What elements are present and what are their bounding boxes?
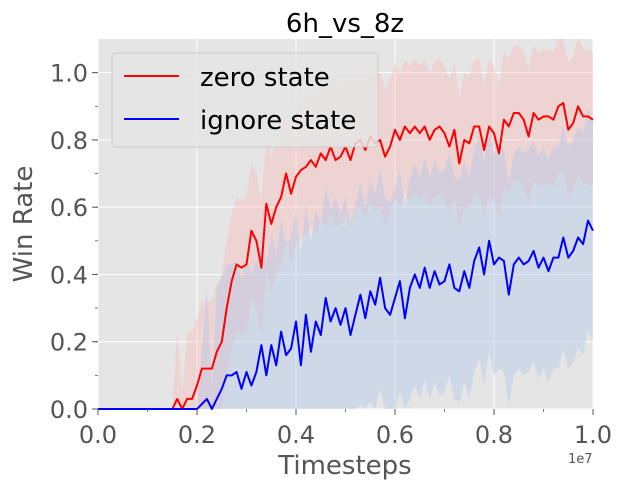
legend-label-ignore-state: ignore state (200, 106, 356, 136)
x-tick-label: 1.0 (574, 421, 612, 449)
y-tick-label: 0.6 (50, 194, 88, 222)
x-tick-label: 0.8 (475, 421, 513, 449)
y-tick-label: 1.0 (50, 60, 88, 88)
y-tick-label: 0.8 (50, 127, 88, 155)
x-tick-label: 0.4 (277, 421, 315, 449)
y-tick-label: 0.4 (50, 261, 88, 289)
y-axis: 0.0 0.2 0.4 0.6 0.8 1.0 (50, 60, 98, 424)
y-tick-label: 0.2 (50, 329, 88, 357)
x-tick-label: 0.6 (376, 421, 414, 449)
series-line-ignore-state (98, 219, 594, 410)
x-axis: 0.0 0.2 0.4 0.6 0.8 1.0 (79, 409, 612, 449)
band-ignore-state (98, 109, 593, 409)
chart-title: 6h_vs_8z (286, 9, 404, 39)
x-tick-label: 0.0 (79, 421, 117, 449)
y-tick-label: 0.0 (50, 396, 88, 424)
legend-label-zero-state: zero state (200, 63, 330, 93)
legend: zero state ignore state (111, 52, 379, 148)
band-zero-state (98, 39, 593, 409)
x-tick-label: 0.2 (178, 421, 216, 449)
uncertainty-bands (98, 39, 593, 409)
y-axis-label: Win Rate (9, 166, 39, 283)
x-axis-label: Timesteps (277, 451, 411, 481)
x-scale-label: 1e7 (568, 452, 593, 467)
